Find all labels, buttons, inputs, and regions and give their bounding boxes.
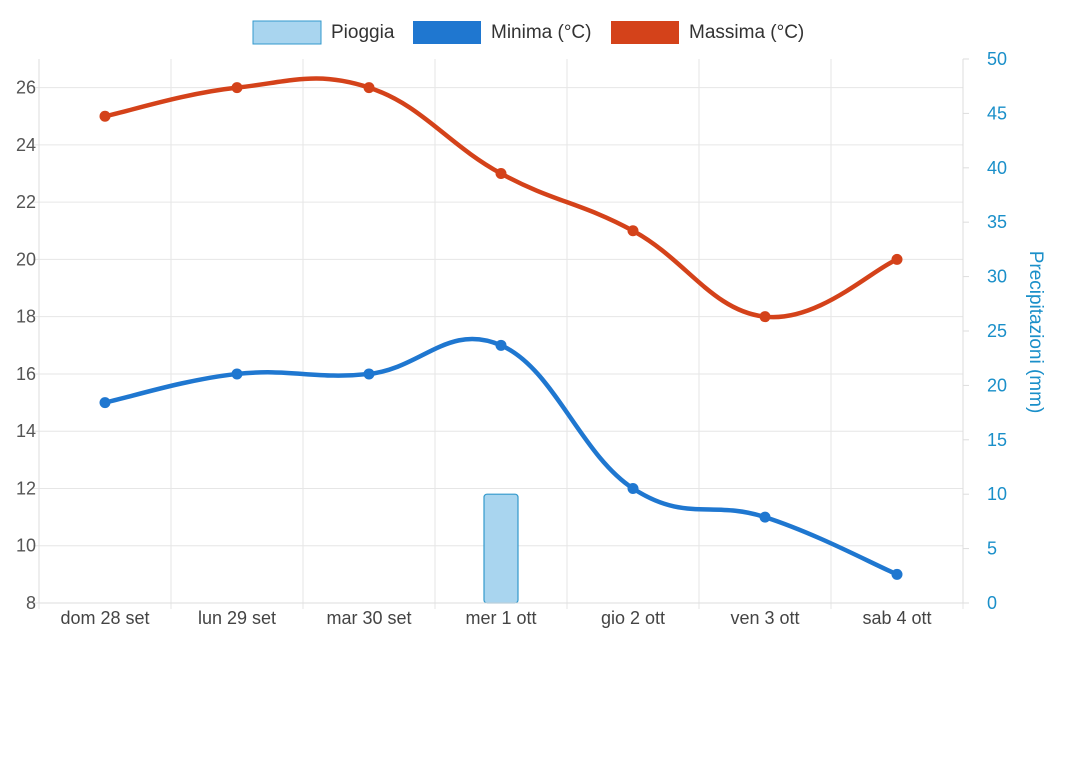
y-left-tick-label: 10 <box>16 536 36 556</box>
point-minima <box>627 482 639 494</box>
point-massima <box>759 311 771 323</box>
y-left-tick-label: 22 <box>16 192 36 212</box>
y-right-tick-label: 10 <box>987 484 1007 504</box>
point-minima <box>363 368 375 380</box>
right-axis-title: Precipitazioni (mm) <box>1025 251 1046 414</box>
x-tick-label: mer 1 ott <box>465 608 536 628</box>
point-massima <box>495 168 507 180</box>
legend-swatch <box>413 21 481 44</box>
y-left-tick-label: 14 <box>16 421 36 441</box>
y-left-tick-label: 16 <box>16 364 36 384</box>
y-right-tick-label: 35 <box>987 212 1007 232</box>
y-right-tick-label: 50 <box>987 49 1007 69</box>
y-right-tick-label: 5 <box>987 539 997 559</box>
y-left-tick-label: 8 <box>26 593 36 613</box>
point-minima <box>99 397 111 409</box>
y-right-tick-label: 20 <box>987 375 1007 395</box>
point-minima <box>759 511 771 523</box>
point-minima <box>891 568 903 580</box>
legend-label: Pioggia <box>331 22 395 43</box>
point-massima <box>363 82 375 94</box>
bar-pioggia <box>483 493 519 604</box>
legend-swatch <box>611 21 679 44</box>
legend-swatch <box>252 20 322 45</box>
point-minima <box>495 339 507 351</box>
x-tick-label: ven 3 ott <box>730 608 799 628</box>
y-right-tick-label: 40 <box>987 158 1007 178</box>
line-massima <box>102 76 900 320</box>
x-tick-label: gio 2 ott <box>601 608 665 628</box>
y-left-tick-label: 20 <box>16 249 36 269</box>
point-minima <box>231 368 243 380</box>
y-right-tick-label: 45 <box>987 103 1007 123</box>
y-left-tick-label: 26 <box>16 78 36 98</box>
y-right-tick-label: 15 <box>987 430 1007 450</box>
x-tick-label: lun 29 set <box>198 608 276 628</box>
x-tick-label: mar 30 set <box>326 608 411 628</box>
point-massima <box>99 110 111 122</box>
axis-layer: 8 10 12 14 16 18 20 22 24 26 0 5 10 15 20 25 30 35 40 45 50 d… <box>16 49 1007 628</box>
y-right-tick-label: 25 <box>987 321 1007 341</box>
x-tick-label: dom 28 set <box>60 608 149 628</box>
point-massima <box>231 82 243 94</box>
point-massima <box>627 225 639 237</box>
y-left-tick-label: 12 <box>16 478 36 498</box>
point-massima <box>891 253 903 265</box>
legend[interactable]: Pioggia Minima (°C) Massima (°C) <box>252 20 804 45</box>
y-right-tick-label: 0 <box>987 593 997 613</box>
legend-label: Massima (°C) <box>689 22 804 43</box>
bars-layer <box>483 493 519 604</box>
y-left-tick-label: 18 <box>16 307 36 327</box>
y-left-tick-label: 24 <box>16 135 36 155</box>
x-tick-label: sab 4 ott <box>862 608 931 628</box>
y-right-tick-label: 30 <box>987 267 1007 287</box>
legend-label: Minima (°C) <box>491 22 591 43</box>
lines-layer <box>99 76 903 580</box>
